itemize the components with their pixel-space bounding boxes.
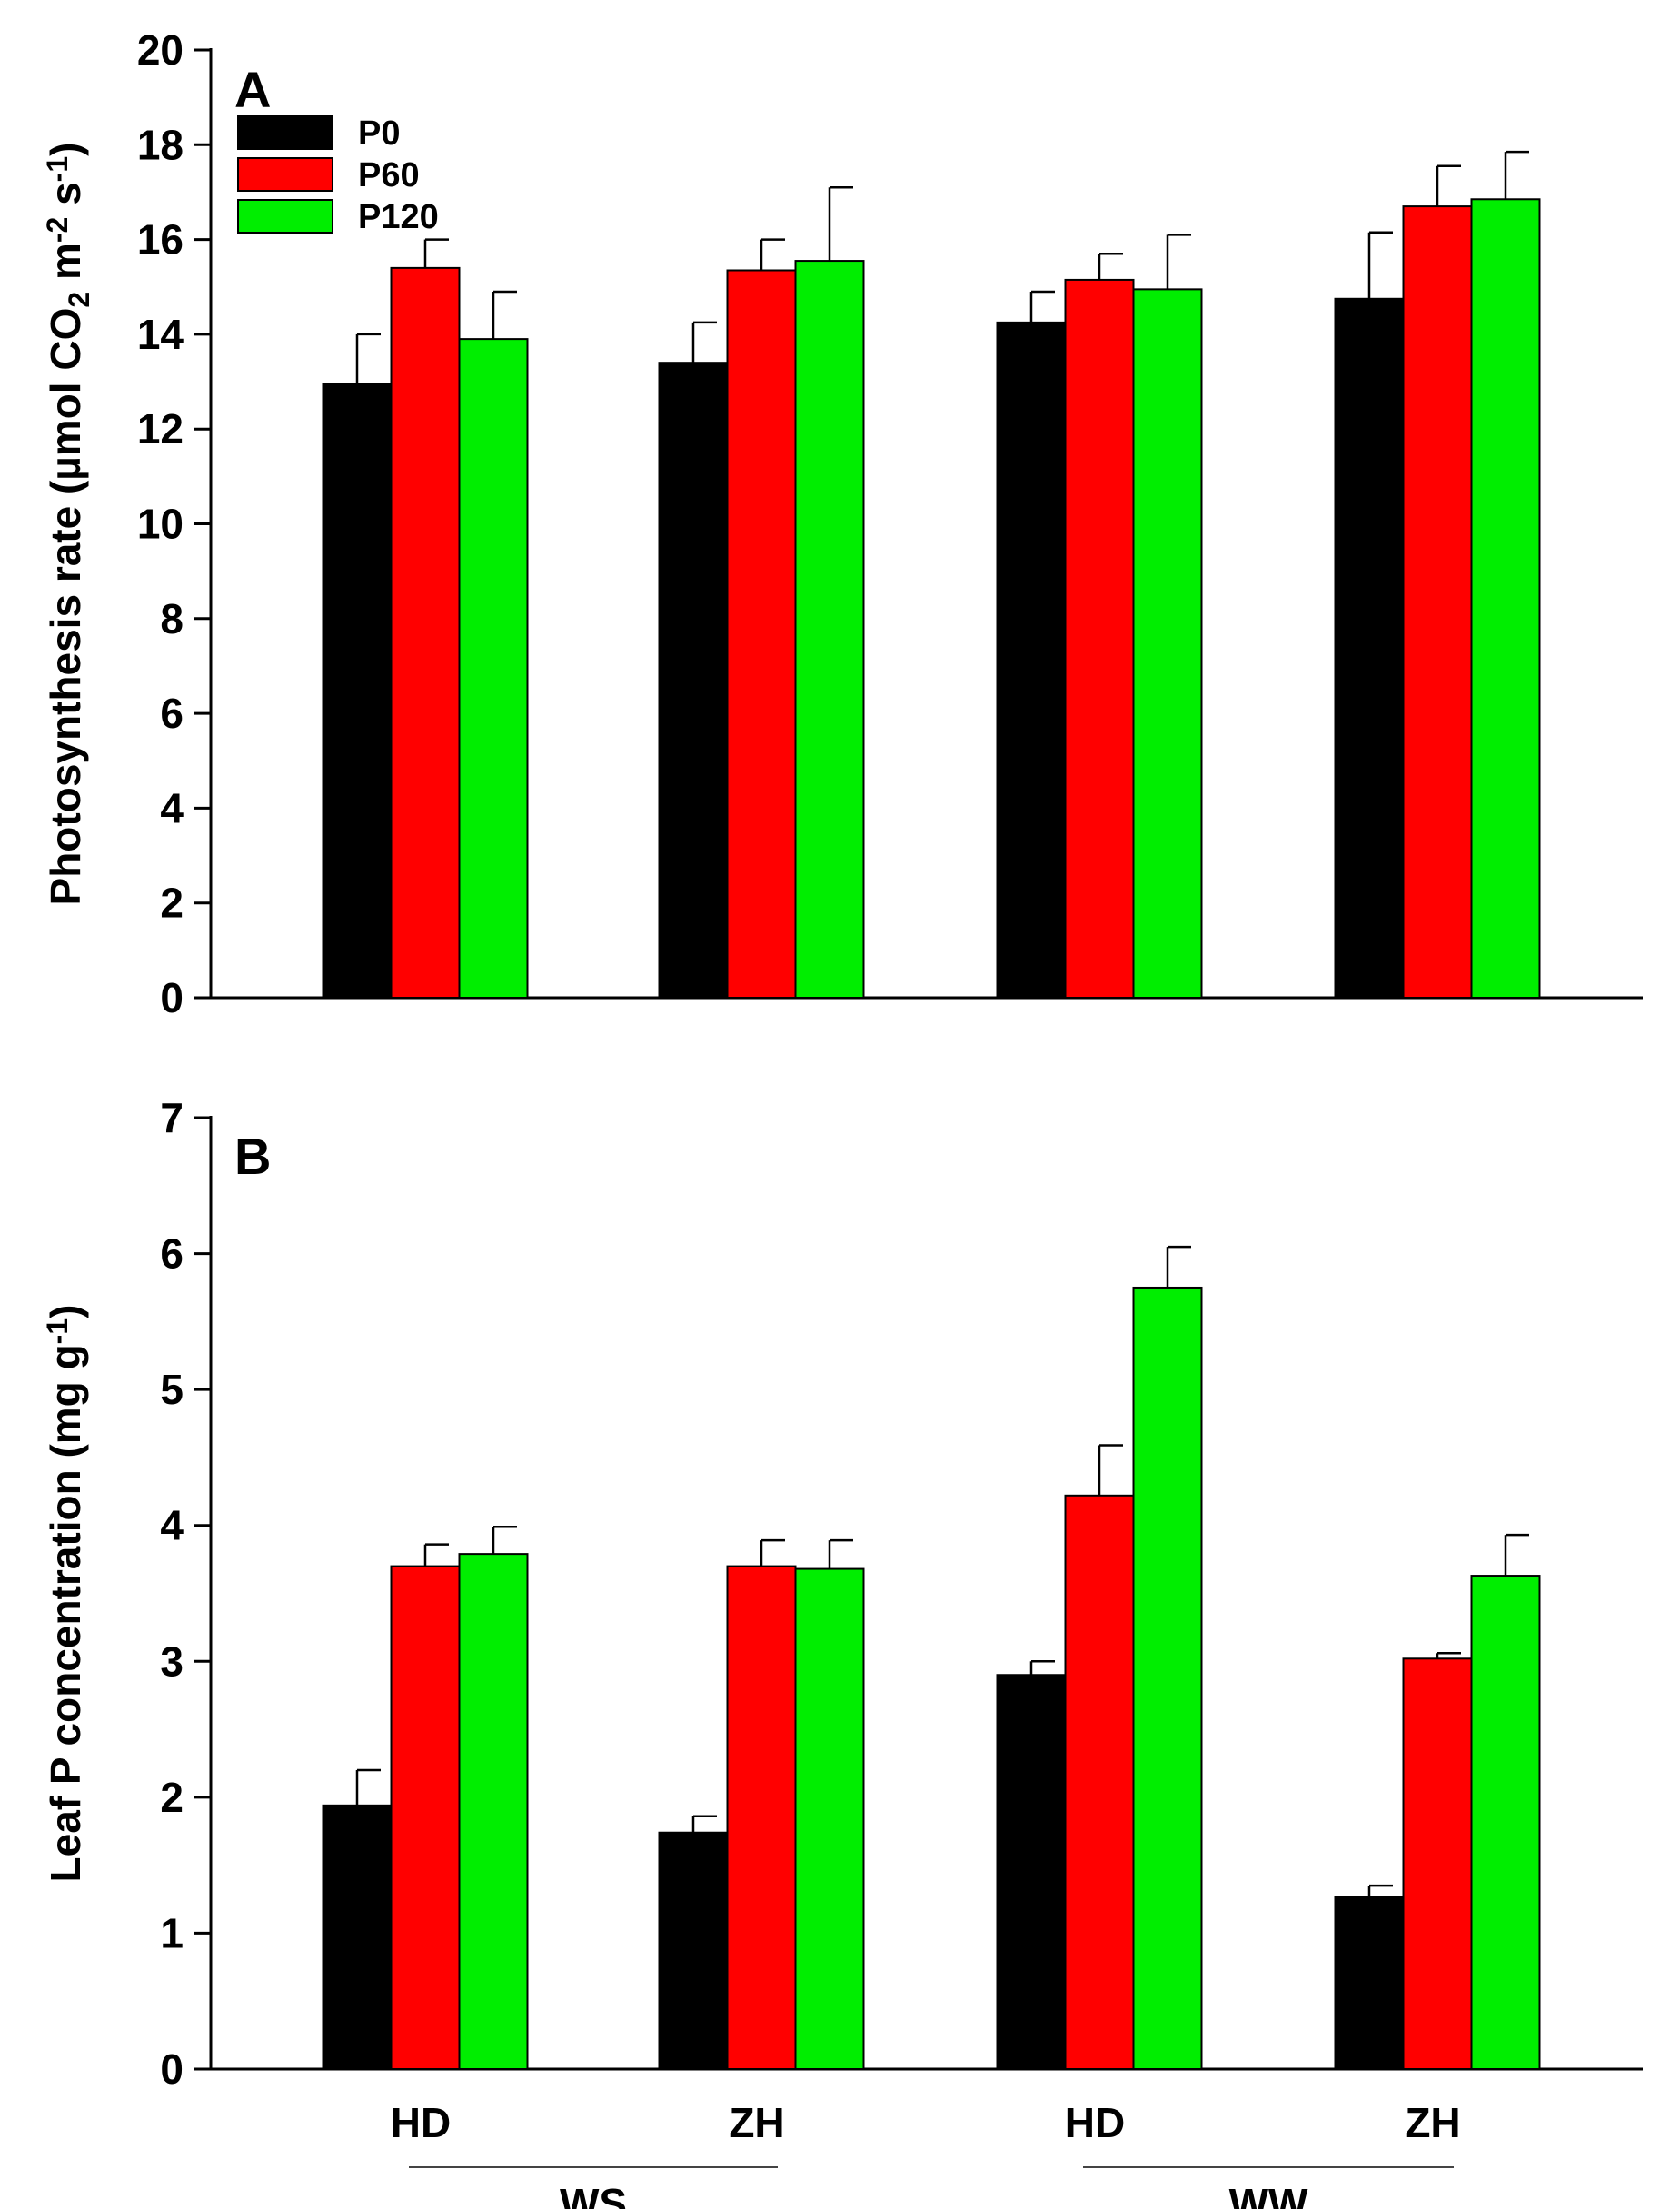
panel-a-bar-p60-1 — [726, 269, 797, 999]
panel-b-bar-p60-0 — [390, 1565, 461, 2070]
panel-b-bar-p120-3 — [1470, 1575, 1541, 2070]
panel-a-bar-p120-0 — [458, 338, 529, 999]
panel-b-y-axis-label: Leaf P concentration (mg g-1) — [41, 1305, 89, 1883]
panel-a-bar-p120-3 — [1470, 198, 1541, 999]
panel-b-y-tick-label: 3 — [160, 1637, 184, 1685]
panel-a-y-tick-label: 0 — [160, 974, 184, 1021]
panel-a-y-tick-label: 18 — [137, 121, 184, 168]
legend-label-p120: P120 — [358, 198, 439, 236]
panel-a-bar-p0-0 — [322, 383, 393, 1000]
panel-b-bar-p0-2 — [996, 1674, 1067, 2070]
panel-b-y-tick-label: 7 — [160, 1094, 184, 1141]
panel-b-bar-p0-1 — [658, 1831, 729, 2070]
panel-b-letter: B — [234, 1128, 271, 1185]
panel-a-y-tick-label: 6 — [160, 690, 184, 737]
panel-b-bar-p120-0 — [458, 1553, 529, 2070]
panel-b-x-tick-label: ZH — [729, 2099, 784, 2146]
panel-b-y-tick-label: 6 — [160, 1230, 184, 1278]
panel-a-bar-p0-2 — [996, 321, 1067, 999]
panel-b-bar-p60-3 — [1402, 1657, 1473, 2071]
panel-a-y-tick-label: 2 — [160, 880, 184, 927]
panel-b-bar-p120-2 — [1132, 1286, 1203, 2070]
panel-b-y-tick-label: 4 — [160, 1502, 184, 1549]
panel-b: 0 1 2 3 4 5 6 7 B Leaf P concentration (mg g-1) HD… — [41, 1094, 1643, 2209]
panel-a-bar-p120-1 — [794, 260, 865, 999]
panel-a-y-tick-label: 12 — [137, 405, 184, 453]
legend-swatch-p120 — [237, 199, 333, 234]
legend-label-p0: P0 — [358, 114, 400, 153]
legend-label-p60: P60 — [358, 156, 420, 194]
panel-a-bar-p60-0 — [390, 266, 461, 999]
panel-a-letter: A — [234, 61, 271, 118]
panel-b-bar-p60-1 — [726, 1565, 797, 2070]
panel-b-y-tick-label: 5 — [160, 1366, 184, 1413]
panel-a: 0 2 4 6 8 10 12 14 16 18 20 A Photosynthesis rate (µ… — [41, 26, 1643, 1021]
panel-a-bar-p120-2 — [1132, 288, 1203, 1000]
panel-a-bar-p60-3 — [1402, 205, 1473, 1000]
panel-b-x-tick-label: HD — [391, 2099, 451, 2146]
panel-b-x-tick-label: ZH — [1405, 2099, 1460, 2146]
group-label-ww: WW — [1229, 2180, 1308, 2209]
panel-a-y-tick-label: 4 — [160, 784, 184, 831]
panel-a-bar-p0-1 — [658, 362, 729, 999]
panel-b-bar-p0-0 — [322, 1804, 393, 2070]
legend-swatch-p0 — [237, 115, 333, 150]
panel-a-y-tick-label: 14 — [137, 311, 184, 358]
panel-b-y-tick-label: 0 — [160, 2045, 184, 2093]
panel-b-y-tick-label: 1 — [160, 1909, 184, 1956]
panel-b-bar-p60-2 — [1064, 1494, 1135, 2070]
panel-a-y-axis-label: Photosynthesis rate (µmol CO2 m-2 s-1) — [41, 143, 95, 906]
panel-b-y-tick-label: 2 — [160, 1774, 184, 1821]
panel-b-bar-p120-1 — [794, 1567, 865, 2070]
panel-a-y-tick-label: 10 — [137, 501, 184, 548]
panel-b-bar-p0-3 — [1334, 1896, 1405, 2070]
group-label-ws: WS — [560, 2180, 627, 2209]
panel-b-x-tick-label: HD — [1065, 2099, 1125, 2146]
panel-a-bar-p60-2 — [1064, 278, 1135, 999]
panel-a-y-tick-label: 8 — [160, 595, 184, 642]
panel-a-bar-p0-3 — [1334, 297, 1405, 1000]
legend-swatch-p60 — [237, 157, 333, 192]
panel-a-y-tick-label: 20 — [137, 26, 184, 74]
panel-a-y-tick-label: 16 — [137, 216, 184, 264]
